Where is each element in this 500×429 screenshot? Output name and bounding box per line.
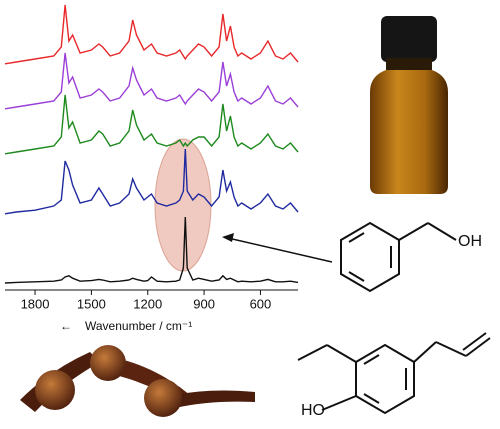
x-tick-label: 600 <box>250 296 272 311</box>
spectrum-line <box>4 4 299 65</box>
x-tick-label: 1200 <box>133 296 162 311</box>
spectrum-line <box>4 148 299 215</box>
x-axis-label: Wavenumber / cm⁻¹ <box>85 319 192 333</box>
arrow <box>227 237 333 263</box>
cloves-photo <box>20 345 255 417</box>
vial-photo <box>370 16 448 194</box>
benzyl-alcohol-structure <box>340 221 457 293</box>
x-tick-label: 1800 <box>21 296 50 311</box>
x-tick-label: 1500 <box>77 296 106 311</box>
spectrum-line <box>4 94 299 155</box>
eugenol-structure <box>297 332 491 415</box>
spectrum-line <box>4 52 299 110</box>
oh-label: OH <box>458 233 482 250</box>
x-tick-label: 900 <box>193 296 215 311</box>
spectrum-line <box>4 216 299 284</box>
ho-label: HO <box>301 402 325 419</box>
axis-arrow: ← <box>60 319 72 333</box>
arrow-head <box>222 233 234 242</box>
